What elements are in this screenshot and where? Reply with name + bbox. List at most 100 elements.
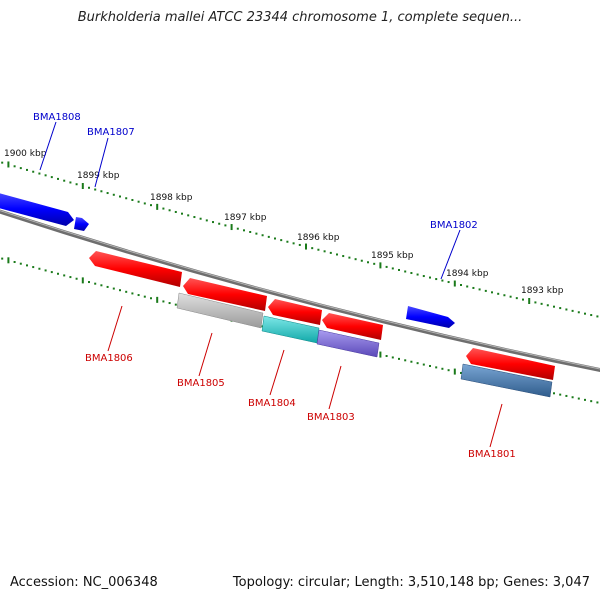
feature-purple[interactable]	[316, 329, 380, 358]
major-tick	[81, 277, 84, 284]
minor-tick	[88, 281, 90, 284]
minor-tick	[236, 227, 239, 230]
minor-tick	[69, 181, 72, 184]
minor-tick	[255, 232, 258, 235]
minor-tick	[243, 229, 245, 232]
minor-tick	[75, 183, 78, 186]
tick-label: 1897 kbp	[224, 213, 267, 223]
minor-tick	[354, 258, 357, 261]
feature-steel[interactable]	[460, 363, 553, 398]
minor-tick	[385, 265, 388, 268]
gene-label-bma1803: BMA1803	[307, 412, 355, 423]
gene-label-bma1804: BMA1804	[248, 398, 296, 409]
minor-tick	[404, 359, 407, 362]
minor-tick	[460, 371, 462, 374]
minor-tick	[38, 267, 41, 270]
gene-label-bma1806: BMA1806	[85, 353, 133, 364]
minor-tick	[249, 230, 252, 233]
minor-tick	[205, 219, 208, 222]
minor-tick	[342, 255, 345, 258]
major-tick	[379, 351, 382, 358]
minor-tick	[435, 366, 438, 369]
minor-tick	[193, 216, 196, 219]
minor-tick	[577, 311, 580, 314]
minor-tick	[441, 367, 444, 370]
tick-label: 1893 kbp	[521, 286, 564, 296]
minor-tick	[478, 288, 481, 291]
gene-bma1804[interactable]	[268, 299, 322, 325]
minor-tick	[125, 197, 128, 200]
minor-tick	[162, 300, 165, 303]
minor-tick	[75, 277, 78, 280]
minor-tick	[94, 188, 97, 191]
gene-label-bma1802: BMA1802	[430, 220, 478, 231]
minor-tick	[100, 190, 103, 193]
minor-tick	[391, 356, 394, 359]
minor-tick	[212, 221, 214, 224]
minor-tick	[559, 393, 562, 396]
minor-tick	[26, 168, 28, 171]
minor-tick	[94, 282, 97, 285]
minor-tick	[565, 394, 568, 397]
minor-tick	[125, 290, 128, 293]
minor-tick	[416, 273, 419, 276]
major-tick	[528, 297, 531, 304]
minor-tick	[317, 248, 320, 251]
minor-tick	[323, 250, 326, 253]
gene-bma1801[interactable]	[466, 348, 555, 380]
upper-tick-track	[1, 161, 599, 318]
minor-tick	[497, 292, 500, 295]
minor-tick	[131, 292, 134, 295]
minor-tick	[292, 242, 295, 245]
minor-tick	[509, 295, 512, 298]
minor-tick	[199, 217, 202, 220]
gene-label-bma1801: BMA1801	[468, 449, 516, 460]
minor-tick	[112, 287, 115, 290]
minor-tick	[19, 167, 22, 170]
minor-tick	[286, 240, 289, 243]
gene-bma1802[interactable]	[406, 306, 455, 328]
minor-tick	[404, 270, 407, 273]
minor-tick	[435, 278, 438, 281]
minor-tick	[106, 285, 109, 288]
minor-tick	[168, 302, 171, 305]
minor-tick	[100, 284, 103, 287]
minor-tick	[181, 212, 183, 215]
minor-tick	[218, 222, 221, 225]
major-tick	[7, 161, 10, 168]
minor-tick	[329, 251, 332, 254]
minor-tick	[274, 237, 276, 240]
minor-tick	[143, 202, 146, 205]
map-title: Burkholderia mallei ATCC 23344 chromosom…	[77, 10, 523, 25]
minor-tick	[596, 315, 599, 318]
minor-tick	[410, 272, 413, 275]
minor-tick	[447, 281, 450, 284]
accession-text: Accession: NC_006348	[10, 575, 158, 590]
minor-tick	[429, 364, 431, 367]
minor-tick	[466, 285, 469, 288]
minor-tick	[546, 304, 549, 307]
minor-tick	[13, 261, 16, 264]
gene-bma1808[interactable]	[0, 192, 74, 226]
gene-bma1803[interactable]	[322, 313, 383, 340]
tick-label: 1894 kbp	[446, 269, 489, 279]
minor-tick	[553, 305, 555, 308]
minor-tick	[590, 400, 593, 403]
minor-tick	[168, 209, 171, 212]
minor-tick	[385, 355, 388, 358]
major-tick	[81, 183, 84, 190]
minor-tick	[50, 271, 53, 274]
minor-tick	[19, 262, 22, 265]
minor-tick	[267, 235, 270, 238]
gene-bma1805[interactable]	[183, 278, 267, 311]
minor-tick	[112, 193, 115, 196]
gene-bma1806[interactable]	[89, 251, 182, 287]
feature-gray[interactable]	[176, 292, 264, 329]
gene-bma1807[interactable]	[74, 217, 89, 231]
minor-tick	[571, 309, 574, 312]
minor-tick	[187, 214, 190, 217]
minor-tick	[559, 307, 562, 310]
tick-label: 1895 kbp	[371, 251, 414, 261]
minor-tick	[119, 195, 121, 198]
